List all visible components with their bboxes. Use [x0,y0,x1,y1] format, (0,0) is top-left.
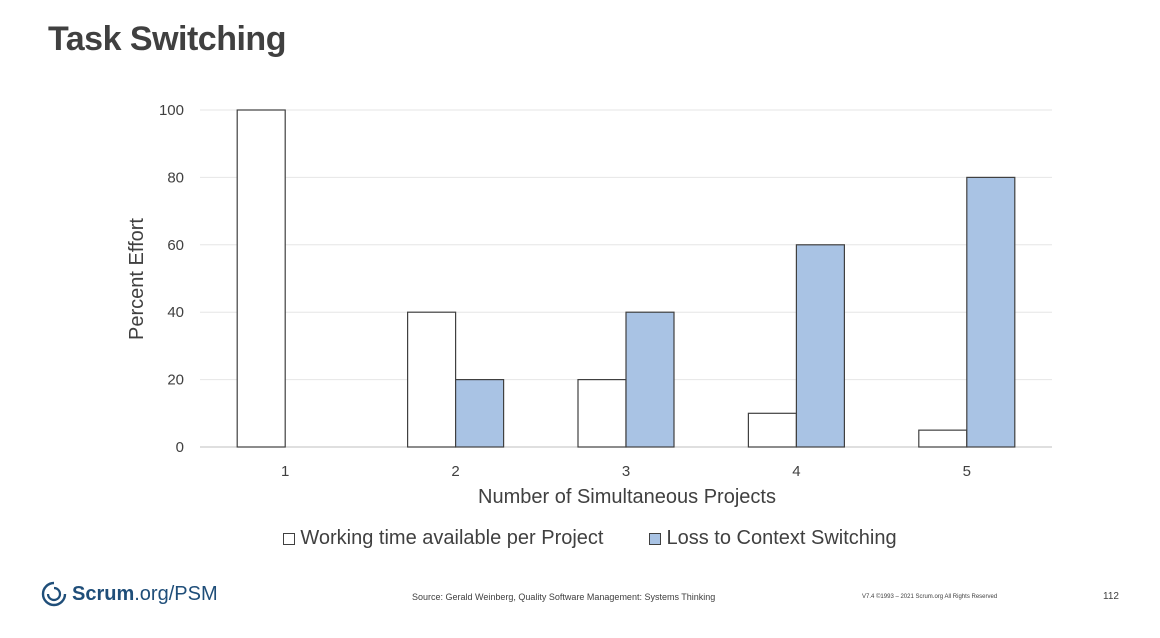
page-title: Task Switching [48,20,286,58]
x-tick-label: 1 [281,463,289,480]
x-tick-label: 5 [963,463,971,480]
source-citation: Source: Gerald Weinberg, Quality Softwar… [412,592,716,602]
y-tick-label: 60 [167,237,184,254]
bars [236,109,1016,448]
bar-series-2-category-2 [455,379,505,448]
page-number: 112 [1103,591,1119,602]
bar-chart: 0 20 40 60 80 100 1 2 3 4 5 Percent Effort Number … [126,102,1052,508]
legend-swatch-context-switching [649,532,662,545]
scrum-org-logo: Scrum.org/PSM [40,580,218,608]
chart-legend: Working time available per Project Loss … [0,527,1160,550]
y-tick-label: 0 [176,439,184,456]
x-tick-label: 3 [622,463,630,480]
x-tick-label: 2 [451,463,459,480]
x-axis-label: Number of Simultaneous Projects [478,486,776,508]
legend-swatch-working-time [283,532,296,545]
logo-text-suffix: .org/PSM [134,582,218,605]
bar-series-1-category-2 [407,311,457,448]
x-tick-label: 4 [792,463,800,480]
legend-item-working-time: Working time available per Project [283,527,603,550]
y-axis-label: Percent Effort [126,218,148,340]
logo-text-main: Scrum [72,582,135,605]
legend-label-context-switching: Loss to Context Switching [666,527,897,549]
copyright-notice: V7.4 ©1993 – 2021 Scrum.org All Rights R… [862,594,998,600]
bar-series-2-category-5 [966,176,1016,448]
bar-series-1-category-1 [236,109,286,448]
bar-series-1-category-5 [918,429,968,448]
legend-item-context-switching: Loss to Context Switching [649,527,897,550]
tick-labels: 0 20 40 60 80 100 1 2 3 4 5 [159,102,971,480]
y-tick-label: 20 [167,372,184,389]
y-tick-label: 100 [159,102,184,119]
bar-series-2-category-3 [625,311,675,448]
legend-label-working-time: Working time available per Project [300,527,604,549]
y-tick-label: 40 [167,304,184,321]
scrum-swirl-icon [41,581,67,607]
bar-series-1-category-3 [577,379,627,448]
y-tick-label: 80 [167,169,184,186]
bar-series-2-category-4 [795,244,846,448]
bar-series-1-category-4 [747,412,798,448]
